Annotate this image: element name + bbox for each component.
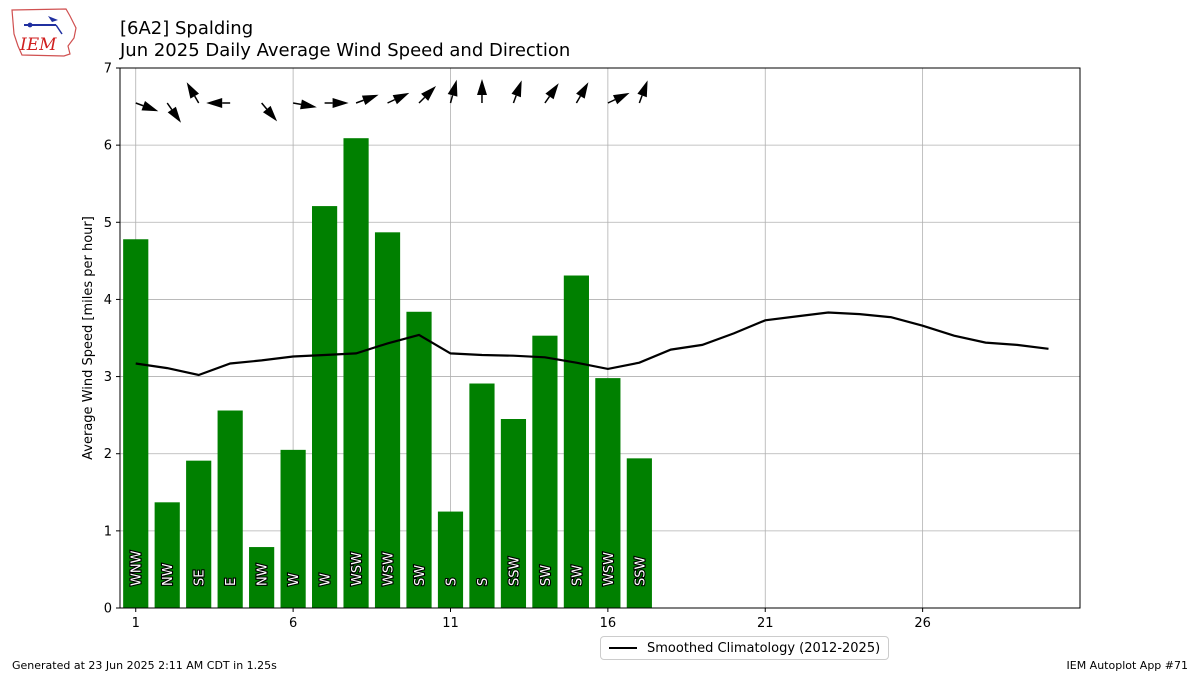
wind-arrow-shaft-day-13 <box>512 95 517 104</box>
direction-label-day-1: WNW <box>130 550 145 586</box>
bar-day-17 <box>626 458 652 608</box>
direction-labels: WNW NW SE E NW W W WSW WSW SW S S SSW SW SW WSW SSW <box>129 549 650 587</box>
wind-arrow-head-day-17 <box>637 80 648 98</box>
wind-arrow-shaft-day-16 <box>607 98 616 104</box>
direction-label-day-14: SW <box>539 565 554 586</box>
y-tick-label: 5 <box>104 216 112 231</box>
y-tick-label: 2 <box>104 447 112 462</box>
x-tick-label: 1 <box>132 616 140 631</box>
chart-title: Jun 2025 Daily Average Wind Speed and Di… <box>120 40 571 61</box>
y-tick-label: 3 <box>104 370 112 385</box>
climatology-series-line <box>135 311 1049 377</box>
legend-line-swatch <box>609 647 637 649</box>
direction-label-day-2: NW <box>161 563 176 586</box>
direction-label-day-12: S <box>476 578 491 586</box>
x-tick-label: 11 <box>442 616 459 631</box>
wind-arrow-head-day-13 <box>511 80 522 98</box>
wind-arrow-head-day-10 <box>421 86 436 101</box>
svg-text:IEM: IEM <box>19 35 57 55</box>
wind-arrow-head-day-5 <box>263 105 278 122</box>
direction-label-day-5: NW <box>256 563 271 586</box>
direction-label-day-7: W <box>319 573 334 586</box>
bar-day-13 <box>500 419 527 608</box>
bar-day-5 <box>249 547 275 608</box>
direction-label-day-4: E <box>224 578 239 586</box>
x-tick-label: 6 <box>289 616 297 631</box>
bar-day-3 <box>186 460 212 608</box>
wind-arrow-head-day-16 <box>613 92 630 105</box>
bar-day-2 <box>154 502 180 608</box>
climatology-line <box>135 311 1049 377</box>
wind-arrow-shaft-day-10 <box>418 96 426 104</box>
wind-arrow-head-day-3 <box>186 82 199 99</box>
wind-arrow-head-day-6 <box>300 99 317 110</box>
bar-day-8 <box>343 138 369 608</box>
direction-label-day-15: SW <box>570 565 585 586</box>
bar-day-7 <box>312 206 338 609</box>
wind-arrow-head-day-7 <box>332 98 349 108</box>
wind-arrow-head-day-15 <box>576 82 589 99</box>
bars <box>123 138 652 609</box>
wind-arrow-head-day-2 <box>167 106 181 123</box>
direction-label-day-13: SSW <box>507 556 522 586</box>
bar-day-14 <box>532 335 558 608</box>
bar-day-9 <box>374 232 401 609</box>
iem-logo: IEM <box>8 6 80 58</box>
bar-day-15 <box>563 275 589 608</box>
bar-day-6 <box>280 449 306 608</box>
direction-label-day-6: W <box>287 573 302 586</box>
wind-arrow-head-day-11 <box>447 79 458 97</box>
wind-arrow-head-day-14 <box>545 83 559 100</box>
wind-arrow-head-day-1 <box>141 101 159 112</box>
wind-arrow-shaft-day-6 <box>292 102 302 106</box>
direction-label-day-10: SW <box>413 565 428 586</box>
wind-arrow-head-day-8 <box>361 94 379 105</box>
y-tick-label: 4 <box>104 293 112 308</box>
y-tick-label: 7 <box>104 62 112 77</box>
wind-arrow-shaft-day-15 <box>575 95 582 104</box>
x-tick-label: 21 <box>757 616 774 631</box>
bar-day-11 <box>437 511 464 608</box>
wind-arrow-shaft-day-11 <box>449 95 454 104</box>
wind-arrow-shaft-day-2 <box>166 102 173 110</box>
direction-label-day-8: WSW <box>350 552 365 586</box>
bar-day-4 <box>217 410 243 608</box>
wind-arrow-shaft-day-5 <box>261 102 268 110</box>
wind-arrow-shaft-day-3 <box>194 95 200 104</box>
y-axis-label: Average Wind Speed [miles per hour] <box>81 216 96 460</box>
bar-day-16 <box>595 378 621 608</box>
bar-day-12 <box>469 383 495 608</box>
bar-day-10 <box>406 311 432 608</box>
y-tick-label: 6 <box>104 139 112 154</box>
wind-arrow-shaft-day-9 <box>387 98 396 104</box>
wind-arrows <box>135 79 648 123</box>
wind-arrow-shaft-day-1 <box>135 102 144 107</box>
wind-arrow-shaft-day-8 <box>355 99 364 104</box>
wind-arrow-shaft-day-17 <box>638 95 643 104</box>
wind-arrow-head-day-12 <box>477 79 487 95</box>
footer-app-id: IEM Autoplot App #71 <box>1066 659 1189 672</box>
y-tick-label: 1 <box>104 524 112 539</box>
wind-arrow-head-day-4 <box>206 98 223 108</box>
direction-label-day-11: S <box>444 578 459 586</box>
direction-label-day-17: SSW <box>633 556 648 586</box>
chart-title-station: [6A2] Spalding <box>120 18 254 39</box>
legend-label-climatology: Smoothed Climatology (2012-2025) <box>647 640 881 656</box>
x-tick-label: 16 <box>600 616 617 631</box>
direction-label-day-16: WSW <box>602 552 617 586</box>
chart-legend: Smoothed Climatology (2012-2025) <box>600 636 890 660</box>
bar-day-1 <box>123 239 149 608</box>
x-tick-label: 26 <box>914 616 931 631</box>
wind-arrow-head-day-9 <box>392 92 410 105</box>
footer-generated: Generated at 23 Jun 2025 2:11 AM CDT in … <box>12 659 277 672</box>
wind-arrow-shaft-day-14 <box>544 96 551 104</box>
y-tick-label: 0 <box>104 602 112 617</box>
direction-label-day-9: WSW <box>382 552 397 586</box>
plot-frame <box>119 67 1081 609</box>
direction-label-day-3: SE <box>193 570 208 586</box>
